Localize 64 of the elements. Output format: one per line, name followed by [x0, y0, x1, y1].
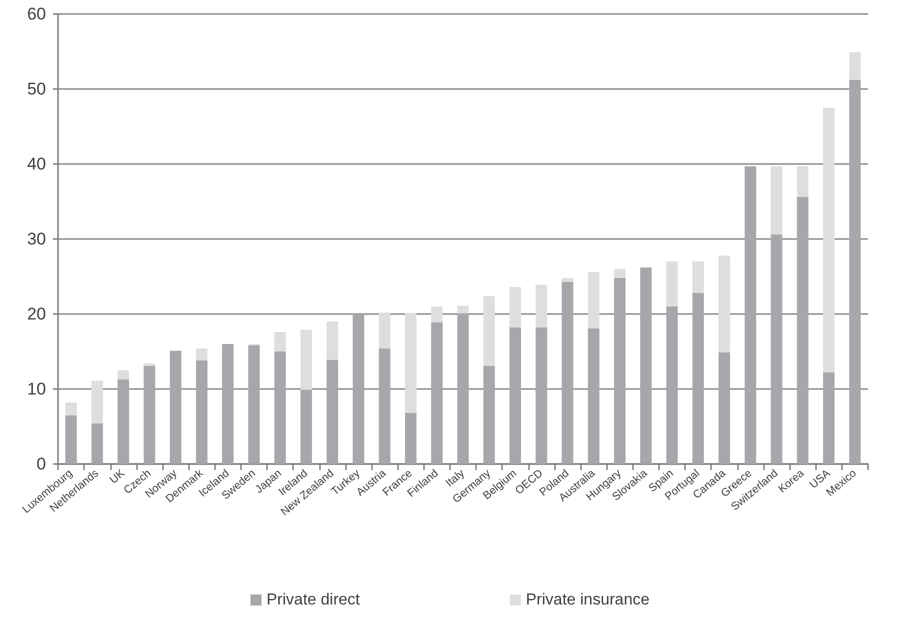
bar: [640, 268, 652, 464]
bar: [352, 314, 364, 464]
bar: [457, 313, 469, 464]
bar: [326, 322, 338, 360]
bar: [404, 413, 416, 464]
bar: [431, 322, 443, 464]
bar: [849, 80, 861, 464]
bar: [614, 278, 626, 464]
bar: [823, 108, 835, 372]
bar: [483, 366, 495, 464]
bar: [510, 287, 522, 328]
bar: [770, 166, 782, 234]
bar: [666, 306, 678, 464]
y-tick-label: 0: [36, 454, 46, 474]
bar: [431, 306, 443, 322]
bar: [666, 262, 678, 306]
bar: [614, 269, 626, 278]
bar: [196, 360, 208, 464]
y-tick-label: 30: [27, 230, 46, 248]
bar: [744, 166, 756, 464]
bar: [378, 312, 390, 348]
bar: [770, 234, 782, 464]
bar: [588, 328, 600, 464]
bar: [196, 348, 208, 360]
bar: [274, 352, 286, 464]
bar: [300, 330, 312, 390]
bar: [457, 306, 469, 314]
bar: [91, 380, 103, 424]
bar: [562, 278, 574, 282]
bar: [510, 328, 522, 464]
bar: [849, 52, 861, 80]
bar: [118, 370, 130, 380]
bar: [118, 379, 130, 464]
bar: [326, 360, 338, 464]
bar: [562, 282, 574, 464]
bar: [536, 328, 548, 464]
bar: [796, 166, 808, 197]
y-tick-label: 20: [27, 304, 46, 324]
legend-label: Private direct: [266, 592, 360, 608]
bar: [823, 372, 835, 464]
y-tick-label: 10: [27, 380, 46, 398]
bar: [300, 390, 312, 464]
bar: [692, 262, 704, 293]
y-tick-label: 60: [27, 4, 46, 24]
bar: [404, 313, 416, 413]
legend-label: Private insurance: [526, 592, 650, 608]
bar: [692, 293, 704, 464]
bar: [718, 352, 730, 464]
y-tick-label: 40: [27, 154, 46, 174]
bar: [588, 272, 600, 328]
bar: [170, 350, 182, 464]
bar: [91, 424, 103, 464]
bar: [274, 332, 286, 352]
bar: [65, 402, 77, 416]
bar: [536, 284, 548, 328]
bar: [144, 366, 156, 464]
y-tick-label: 50: [27, 80, 46, 98]
bar: [483, 296, 495, 366]
bar: [796, 197, 808, 464]
bar: [65, 415, 77, 464]
bar: [222, 344, 234, 464]
bar: [378, 348, 390, 464]
bar: [248, 346, 260, 464]
bar: [718, 256, 730, 352]
